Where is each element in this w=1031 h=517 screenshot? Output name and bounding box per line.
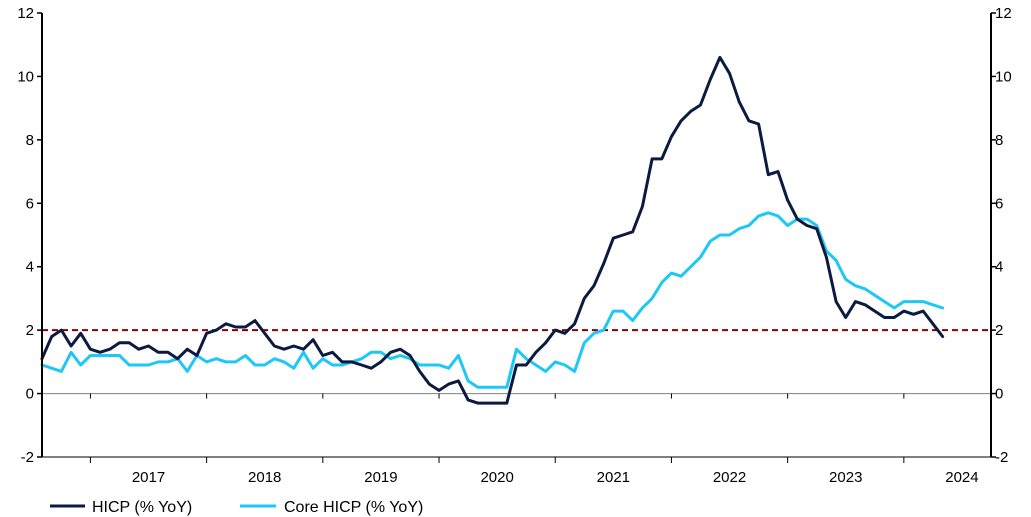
x-tick-label: 2022 <box>713 469 746 486</box>
y-tick-label-right: 0 <box>995 386 1003 403</box>
y-tick-label-right: 2 <box>995 322 1003 339</box>
y-tick-label-right: 10 <box>995 68 1012 85</box>
axes <box>37 12 996 463</box>
x-tick-label: 2019 <box>364 469 397 486</box>
legend-label-hicp: HICP (% YoY) <box>92 499 192 516</box>
y-tick-label-left: 6 <box>26 195 34 212</box>
y-tick-label-left: 8 <box>26 132 34 149</box>
x-tick-label: 2023 <box>829 469 862 486</box>
y-tick-label-left: 2 <box>26 322 34 339</box>
y-tick-label-right: 8 <box>995 132 1003 149</box>
y-tick-label-right: 6 <box>995 195 1003 212</box>
series-line-0 <box>40 55 945 405</box>
x-tick-label: 2018 <box>248 469 281 486</box>
y-tick-label-left: 4 <box>26 259 34 276</box>
y-tick-label-right: 4 <box>995 259 1003 276</box>
tick-labels: -2 -2 0 0 2 2 4 4 6 6 8 8 10 10 12 12 2017 2018 2019 2020 20… <box>17 5 1011 486</box>
y-tick-label-left: -2 <box>21 449 34 466</box>
y-tick-label-left: 0 <box>26 386 34 403</box>
y-tick-label-left: 12 <box>17 5 34 22</box>
y-tick-label-right: -2 <box>995 449 1008 466</box>
legend-label-core-hicp: Core HICP (% YoY) <box>284 499 423 516</box>
y-tick-label-left: 10 <box>17 68 34 85</box>
x-tick-label: 2020 <box>480 469 513 486</box>
x-tick-label: 2017 <box>132 469 165 486</box>
legend: HICP (% YoY) Core HICP (% YoY) <box>50 499 423 516</box>
x-tick-label: 2024 <box>945 469 978 486</box>
series-lines <box>40 55 945 405</box>
x-tick-label: 2021 <box>597 469 630 486</box>
series-line-1 <box>40 211 945 389</box>
y-tick-label-right: 12 <box>995 5 1012 22</box>
reference-lines <box>42 329 991 395</box>
